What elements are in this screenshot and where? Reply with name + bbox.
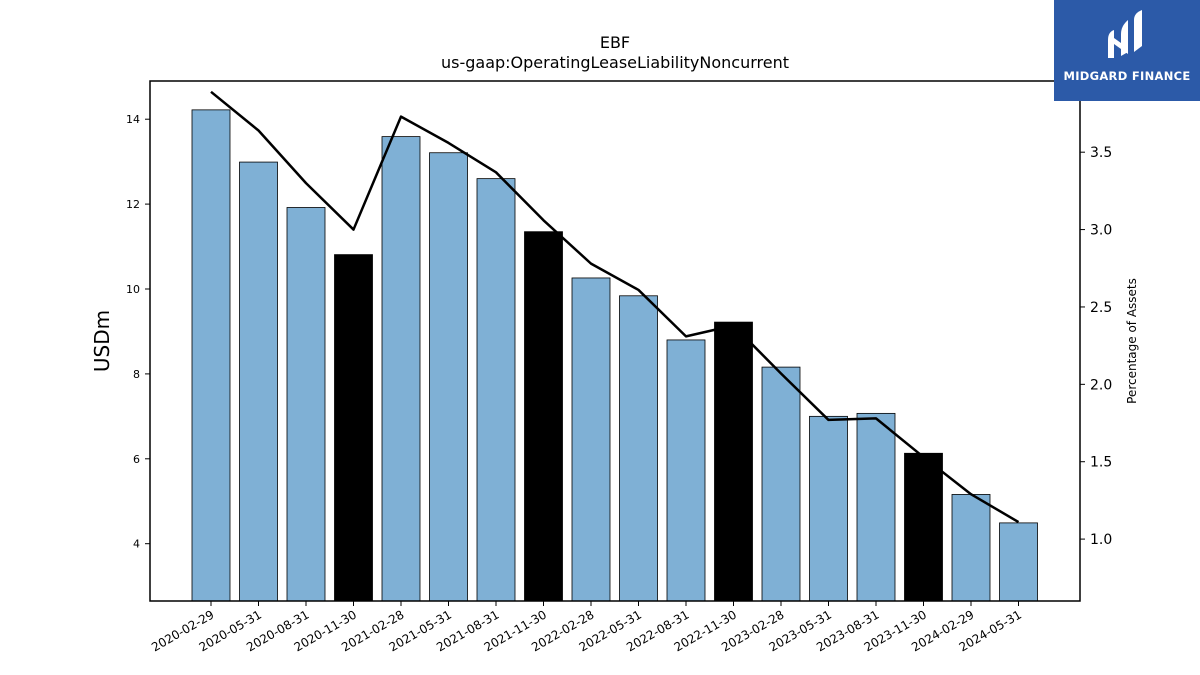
- bar-2022-02-28: [571, 277, 611, 602]
- y-axis-label: USDm: [90, 310, 114, 372]
- chart-subtitle: us-gaap:OperatingLeaseLiabilityNoncurren…: [441, 53, 789, 72]
- plot-frame: [149, 80, 1081, 602]
- y2-axis-label: Percentage of Assets: [1125, 278, 1139, 404]
- bar-2020-05-31: [239, 161, 278, 602]
- y-tick-label: 12: [126, 198, 140, 211]
- bar-2023-08-31: [856, 412, 896, 602]
- bar-2024-05-31: [999, 522, 1038, 602]
- bar-2023-02-28: [761, 366, 801, 602]
- bar-2021-08-31: [476, 178, 516, 602]
- midgard-logo-icon: [1108, 10, 1142, 58]
- y-tick-label: 10: [126, 283, 140, 296]
- bar-2023-11-30: [904, 452, 943, 602]
- y2-tick-label: 1.0: [1090, 532, 1112, 548]
- y2-tick-label: 2.0: [1090, 377, 1112, 393]
- logo-text: MIDGARD FINANCE: [1063, 69, 1191, 83]
- bar-2022-08-31: [666, 339, 706, 602]
- bar-2024-02-29: [951, 494, 991, 602]
- y2-tick-label: 3.5: [1090, 145, 1112, 161]
- bar-2020-11-30: [334, 254, 373, 602]
- bar-2023-05-31: [809, 415, 848, 602]
- y-tick-label: 6: [133, 453, 140, 466]
- y-tick-label: 4: [133, 538, 140, 551]
- percentage-of-assets-line: [210, 90, 1020, 524]
- bar-2022-05-31: [619, 295, 658, 602]
- chart-title: EBF: [600, 33, 630, 52]
- bar-2020-08-31: [286, 207, 326, 602]
- y-tick-label: 8: [133, 368, 140, 381]
- bar-2021-02-28: [381, 136, 421, 602]
- line-series: [210, 90, 1020, 524]
- bar-2020-02-29: [191, 109, 231, 602]
- bar-2022-11-30: [714, 321, 753, 602]
- y2-tick-label: 3.0: [1090, 223, 1112, 239]
- y2-tick-label: 1.5: [1090, 455, 1112, 471]
- bar-series: [191, 109, 1038, 602]
- y2-tick-label: 2.5: [1090, 300, 1112, 316]
- bar-2021-05-31: [429, 152, 468, 602]
- midgard-finance-logo: MIDGARD FINANCE: [1054, 0, 1200, 101]
- bar-2021-11-30: [524, 231, 563, 602]
- y-tick-label: 14: [126, 113, 140, 126]
